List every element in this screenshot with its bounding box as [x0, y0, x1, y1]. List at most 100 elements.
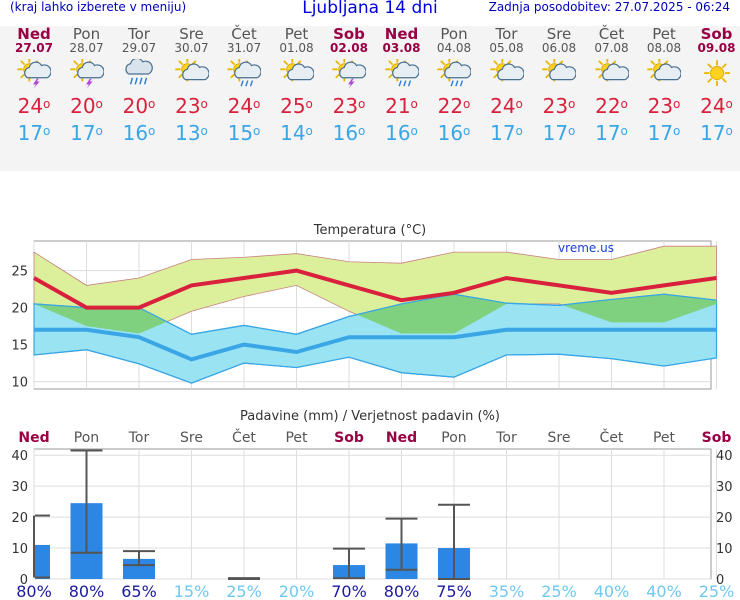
- day-date: 29.07: [121, 41, 157, 55]
- sun-cloud-thunder-icon: [332, 59, 366, 89]
- sun-cloud-icon: [594, 59, 629, 82]
- precipitation-error-bar: [33, 514, 50, 579]
- day-column: Tor 05.08 24o 17o: [481, 26, 533, 145]
- min-band-upper-edge: [33, 293, 717, 335]
- min-temperature: 17o: [542, 121, 576, 145]
- day-name: Sob: [700, 25, 733, 43]
- precipitation-y-tick-left: 20: [11, 511, 28, 526]
- day-name: Čet: [231, 25, 257, 43]
- day-date: 08.08: [646, 41, 682, 55]
- max-temperature: 24o: [227, 94, 261, 118]
- min-temperature: 16o: [332, 121, 366, 145]
- precipitation-error-bar: [228, 577, 260, 580]
- day-name: Pon: [72, 25, 101, 43]
- precipitation-bar: [123, 558, 155, 579]
- min-temperature: 14o: [280, 121, 313, 145]
- day-name: Ned: [384, 25, 419, 43]
- min-temperature: 17o: [70, 121, 103, 145]
- sun-cloud-thunder-icon: [69, 59, 104, 89]
- max-temperature: 20o: [122, 94, 156, 118]
- precipitation-day-label: Tor: [128, 430, 150, 446]
- precipitation-probability: 80%: [16, 582, 52, 600]
- max-temperature: 20o: [70, 94, 103, 118]
- precipitation-y-tick-right: 20: [716, 511, 733, 526]
- day-date: 31.07: [226, 41, 262, 55]
- max-temperature-line: [33, 268, 717, 310]
- sun-cloud-icon: [489, 59, 524, 82]
- day-column: Tor 29.07 20o 16o: [113, 26, 165, 145]
- day-column: Čet 07.08 22o 17o: [586, 26, 638, 145]
- precipitation-day-label: Ned: [386, 430, 417, 446]
- precipitation-probability: 65%: [121, 582, 157, 600]
- precipitation-probability: 40%: [646, 582, 682, 600]
- sun-cloud-thunder-icon: [17, 59, 51, 89]
- min-temperature: 16o: [385, 121, 418, 145]
- day-date: 07.08: [594, 41, 629, 55]
- min-temperature: 16o: [122, 121, 156, 145]
- max-temperature: 21o: [385, 94, 418, 118]
- sun-icon: [703, 59, 730, 87]
- day-name: Tor: [128, 25, 150, 43]
- day-column: Pon 28.07 20o 17o: [61, 26, 113, 145]
- location-menu-hint[interactable]: (kraj lahko izberete v meniju): [10, 0, 187, 14]
- precipitation-day-label: Tor: [495, 430, 517, 446]
- precipitation-y-tick-left: 0: [20, 573, 28, 588]
- day-column: Pet 01.08 25o 14o: [271, 26, 323, 145]
- precipitation-y-tick-left: 30: [11, 480, 28, 495]
- cloud-rain-icon: [125, 59, 153, 85]
- sun-cloud-icon: [279, 59, 314, 82]
- precipitation-day-label: Čet: [600, 428, 624, 446]
- day-name: Sre: [546, 25, 572, 43]
- daily-forecast-strip: Ned 27.07 24o 17o Pon 28.07 20o 17o Tor 29.07 20o 1…: [0, 26, 740, 171]
- min-temperature: 17o: [595, 121, 628, 145]
- precipitation-y-tick-right: 10: [716, 542, 733, 557]
- day-name: Pet: [284, 25, 309, 43]
- precipitation-day-label: Sre: [548, 430, 571, 446]
- precipitation-y-tick-right: 30: [716, 480, 733, 495]
- precipitation-error-bar: [438, 503, 470, 580]
- page-header: (kraj lahko izberete v meniju) Ljubljana…: [0, 0, 740, 20]
- day-date: 05.08: [489, 41, 524, 55]
- min-temperature: 13o: [175, 121, 208, 145]
- min-temperature: 17o: [17, 121, 51, 145]
- precipitation-probability: 70%: [331, 582, 367, 600]
- max-temperature: 24o: [490, 94, 523, 118]
- min-temperature: 15o: [227, 121, 261, 145]
- max-temperature: 23o: [542, 94, 576, 118]
- temperature-y-tick: 10: [11, 376, 28, 391]
- day-column: Sob 02.08 23o 16o: [323, 26, 375, 145]
- precipitation-day-label: Pon: [74, 430, 99, 446]
- sun-cloud-rain-icon: [384, 59, 419, 87]
- precipitation-y-tick-right: 0: [716, 573, 724, 588]
- temperature-y-tick: 20: [11, 302, 28, 317]
- day-column: Sre 06.08 23o 17o: [533, 26, 585, 145]
- precipitation-error-bar: [70, 449, 103, 554]
- day-date: 27.07: [15, 41, 53, 55]
- max-temperature: 24o: [700, 94, 733, 118]
- day-column: Pet 08.08 23o 17o: [638, 26, 690, 145]
- precipitation-probability: 25%: [699, 582, 735, 600]
- precipitation-probability: 75%: [436, 582, 472, 600]
- day-name: Sre: [179, 25, 204, 43]
- min-temperature-line: [34, 327, 717, 362]
- precipitation-error-bar: [385, 517, 418, 571]
- last-update-text: Zadnja posodobitev: 27.07.2025 - 06:24: [488, 0, 730, 14]
- day-column: Ned 27.07 24o 17o: [8, 26, 60, 145]
- sun-cloud-icon: [174, 59, 209, 82]
- source-credit: vreme.us: [558, 241, 614, 255]
- min-temperature: 16o: [437, 121, 471, 145]
- max-temperature: 25o: [280, 94, 313, 118]
- precipitation-y-tick-right: 40: [716, 449, 733, 464]
- day-date: 30.07: [174, 41, 209, 55]
- day-column: Pon 04.08 22o 16o: [428, 26, 480, 145]
- precipitation-y-tick-left: 40: [11, 449, 28, 464]
- day-date: 01.08: [279, 41, 314, 55]
- precipitation-day-label: Sob: [702, 430, 732, 446]
- min-temperature: 17o: [700, 121, 733, 145]
- precipitation-probability: 25%: [541, 582, 577, 600]
- precipitation-y-tick-left: 10: [11, 542, 28, 557]
- precipitation-day-label: Ned: [18, 430, 49, 446]
- day-name: Sob: [333, 25, 365, 43]
- day-date: 03.08: [382, 41, 421, 55]
- precipitation-probability: 80%: [69, 582, 105, 600]
